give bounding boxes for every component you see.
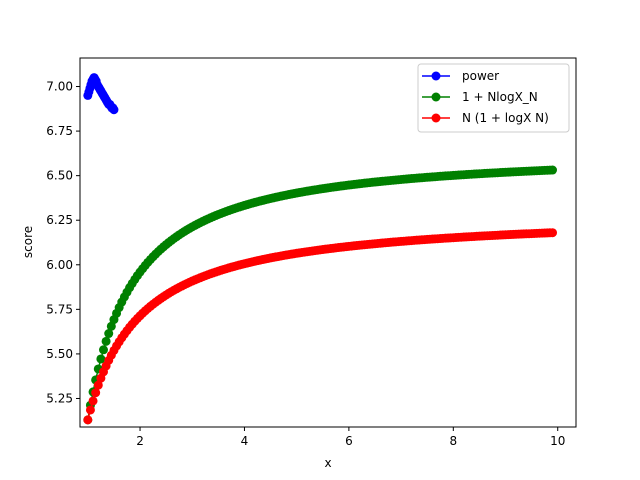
- point-nlogx: [104, 329, 114, 339]
- x-tick-label: 2: [136, 434, 144, 448]
- point-n-1-logx: [83, 415, 93, 425]
- point-n-1-logx: [548, 228, 558, 238]
- x-axis-label: x: [324, 456, 331, 470]
- x-tick-label: 4: [241, 434, 249, 448]
- y-tick-label: 6.00: [46, 258, 73, 272]
- y-tick-label: 6.50: [46, 169, 73, 183]
- point-n-1-logx: [88, 396, 98, 406]
- x-tick-label: 10: [550, 434, 565, 448]
- legend-marker-n-1-logx: [431, 113, 441, 123]
- legend-item-n-1-logx: N (1 + logX N): [422, 111, 549, 125]
- legend: power 1 + NlogX_N N (1 + logX N): [417, 63, 570, 133]
- series-line-n-1-logx: [87, 231, 553, 421]
- y-tick-label: 5.25: [46, 391, 73, 405]
- legend-box: [417, 63, 570, 133]
- legend-marker-power: [431, 71, 441, 81]
- legend-label-nlogx: 1 + NlogX_N: [462, 90, 538, 104]
- y-tick-label: 7.00: [46, 80, 73, 94]
- y-ticks: 5.25 5.50 5.75 6.00 6.25 6.50 6.75 7.00: [46, 80, 80, 405]
- point-nlogx: [98, 345, 108, 355]
- legend-label-power: power: [462, 69, 499, 83]
- x-ticks: 2 4 6 8 10: [136, 427, 565, 448]
- point-n-1-logx: [93, 380, 103, 390]
- axes-frame: [79, 57, 577, 428]
- y-tick-label: 6.75: [46, 124, 73, 138]
- legend-item-nlogx: 1 + NlogX_N: [422, 90, 538, 104]
- y-tick-label: 6.25: [46, 213, 73, 227]
- point-nlogx: [101, 336, 111, 346]
- legend-marker-nlogx: [431, 92, 441, 102]
- y-axis-label: score: [21, 226, 35, 258]
- legend-label-n-1-logx: N (1 + logX N): [462, 111, 549, 125]
- point-nlogx: [96, 354, 106, 364]
- plot-marks: [83, 73, 558, 425]
- point-nlogx: [548, 165, 558, 175]
- x-tick-label: 6: [345, 434, 353, 448]
- point-n-1-logx: [85, 405, 95, 415]
- series-line-nlogx: [87, 169, 553, 421]
- point-n-1-logx: [91, 388, 101, 398]
- y-tick-label: 5.50: [46, 347, 73, 361]
- point-power: [109, 105, 119, 115]
- x-tick-label: 8: [449, 434, 457, 448]
- y-tick-label: 5.75: [46, 302, 73, 316]
- legend-item-power: power: [422, 69, 499, 83]
